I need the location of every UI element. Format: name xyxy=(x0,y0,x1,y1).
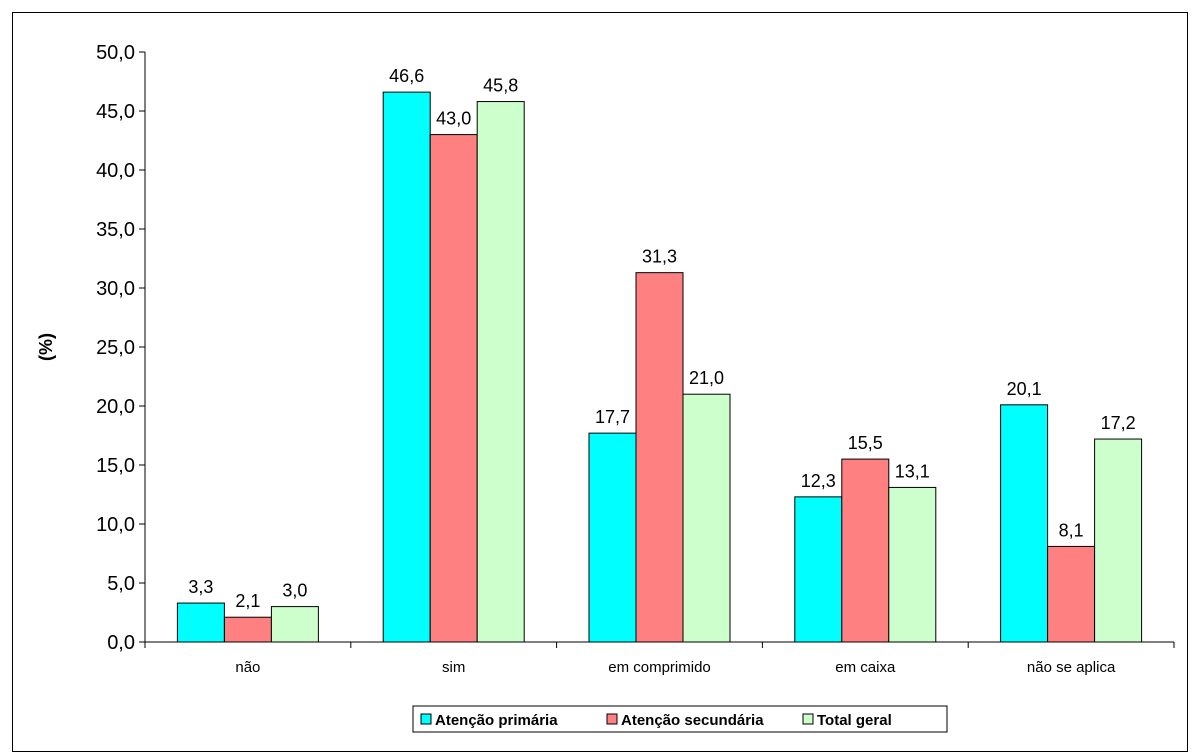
category-label: em caixa xyxy=(835,659,896,676)
y-tick-label: 25,0 xyxy=(96,337,135,359)
data-label: 3,3 xyxy=(188,577,213,597)
data-label: 45,8 xyxy=(483,76,518,96)
data-label: 17,2 xyxy=(1101,413,1136,433)
data-label: 21,0 xyxy=(689,368,724,388)
data-label: 46,6 xyxy=(389,66,424,86)
y-tick-label: 10,0 xyxy=(96,514,135,536)
data-label: 13,1 xyxy=(895,461,930,481)
bar xyxy=(588,432,637,643)
data-label: 20,1 xyxy=(1007,379,1042,399)
category-label: em comprimido xyxy=(608,659,711,676)
legend-label: Atenção secundária xyxy=(621,712,764,729)
bar xyxy=(223,616,272,643)
category-label: não se aplica xyxy=(1027,659,1116,676)
legend-label: Total geral xyxy=(817,712,892,729)
legend-swatch xyxy=(802,713,814,725)
data-label: 17,7 xyxy=(595,407,630,427)
data-label: 2,1 xyxy=(235,591,260,611)
bar xyxy=(682,393,731,643)
y-axis-label: (%) xyxy=(36,333,56,361)
y-tick-label: 0,0 xyxy=(107,632,135,654)
bar xyxy=(841,458,890,643)
bar xyxy=(888,486,937,643)
bar xyxy=(1047,545,1096,643)
category-label: não xyxy=(235,659,260,676)
legend xyxy=(412,705,948,733)
legend-label: Atenção primária xyxy=(435,712,558,729)
bar xyxy=(476,101,525,643)
category-label: sim xyxy=(442,659,465,676)
bar xyxy=(270,606,319,643)
y-tick-label: 15,0 xyxy=(96,455,135,477)
bar xyxy=(1000,404,1049,643)
legend-swatch xyxy=(606,713,618,725)
y-tick-label: 45,0 xyxy=(96,101,135,123)
data-label: 8,1 xyxy=(1059,520,1084,540)
y-tick-label: 35,0 xyxy=(96,219,135,241)
y-tick-label: 20,0 xyxy=(96,396,135,418)
bar xyxy=(1094,438,1143,643)
y-tick-label: 30,0 xyxy=(96,278,135,300)
data-label: 43,0 xyxy=(436,109,471,129)
bar xyxy=(794,496,843,643)
y-tick-label: 5,0 xyxy=(107,573,135,595)
bar xyxy=(382,91,431,643)
data-label: 12,3 xyxy=(801,471,836,491)
data-label: 31,3 xyxy=(642,247,677,267)
data-label: 3,0 xyxy=(282,581,307,601)
y-tick-label: 40,0 xyxy=(96,160,135,182)
bar xyxy=(176,602,225,643)
legend-swatch xyxy=(420,713,432,725)
data-label: 15,5 xyxy=(848,433,883,453)
bar xyxy=(635,272,684,643)
bar xyxy=(429,134,478,643)
y-tick-label: 50,0 xyxy=(96,42,135,64)
